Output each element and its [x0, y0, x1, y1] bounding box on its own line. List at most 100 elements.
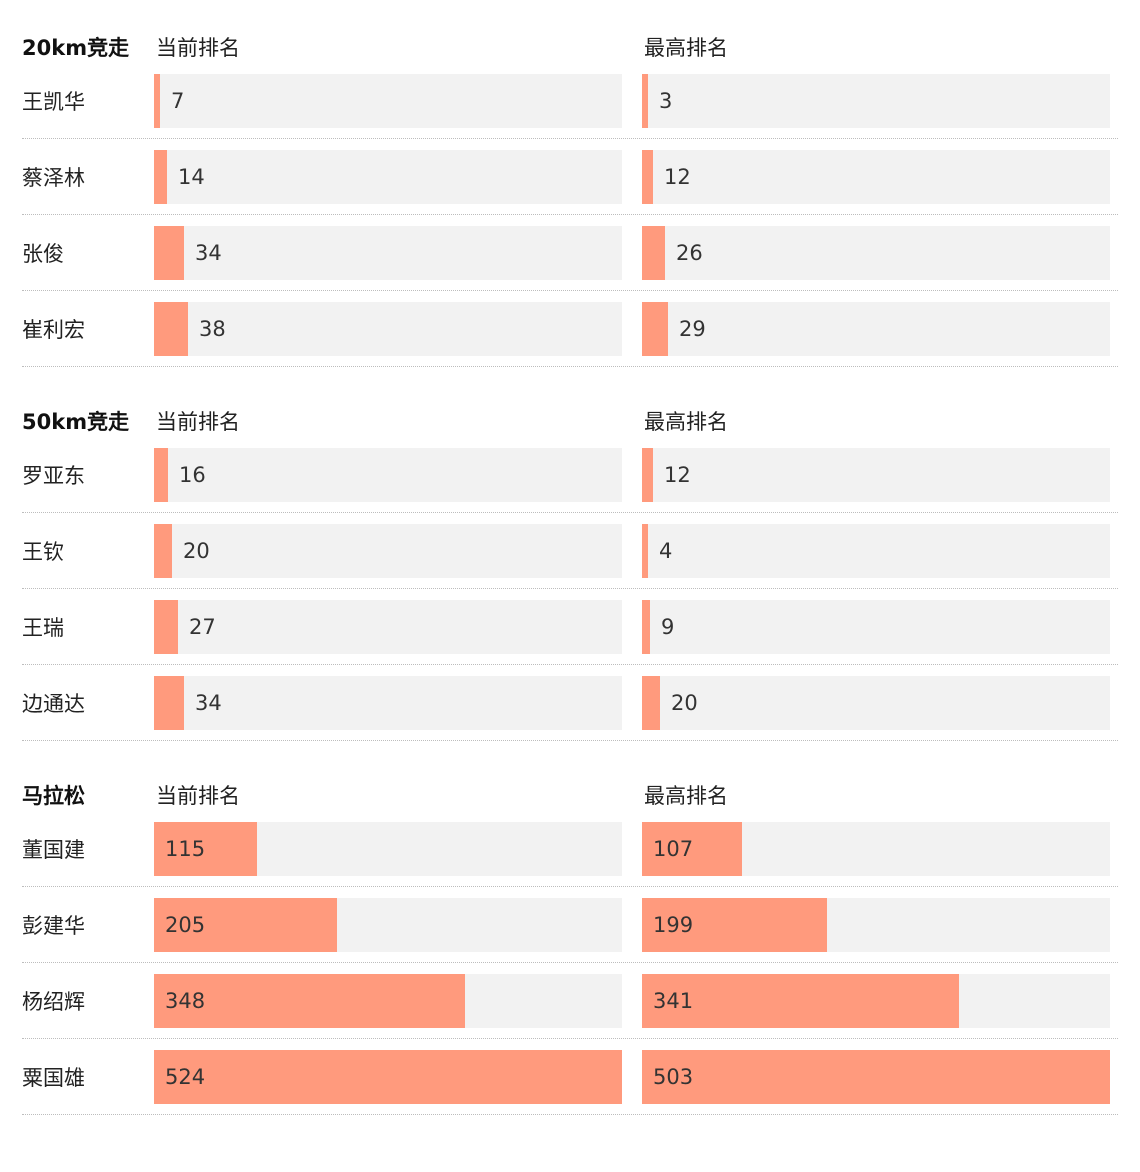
- bar-track-current: 16: [154, 448, 622, 502]
- bar-track-current: 38: [154, 302, 622, 356]
- bar-track-current: 115: [154, 822, 622, 876]
- row-divider: [22, 664, 1118, 665]
- row-divider: [22, 588, 1118, 589]
- bar-track-best: 9: [642, 600, 1110, 654]
- bar-best-rank: [642, 226, 665, 280]
- athlete-row: 崔利宏 38 29: [0, 302, 1140, 378]
- athlete-row: 罗亚东 16 12: [0, 448, 1140, 524]
- bar-track-current: 27: [154, 600, 622, 654]
- athlete-name: 王钦: [22, 540, 64, 564]
- athlete-name: 崔利宏: [22, 318, 85, 342]
- value-label-best-rank: 4: [659, 539, 673, 563]
- bar-current-rank: [154, 302, 188, 356]
- value-label-current-rank: 348: [165, 989, 206, 1013]
- athlete-row: 粟国雄 524 503: [0, 1050, 1140, 1126]
- bar-track-best: 503: [642, 1050, 1110, 1104]
- bar-track-current: 205: [154, 898, 622, 952]
- bar-track-best: 29: [642, 302, 1110, 356]
- bar-track-best: 4: [642, 524, 1110, 578]
- bar-current-rank: [154, 676, 184, 730]
- value-label-best-rank: 26: [676, 241, 703, 265]
- row-divider: [22, 366, 1118, 367]
- row-divider: [22, 1114, 1118, 1115]
- bar-current-rank: [154, 74, 160, 128]
- row-divider: [22, 740, 1118, 741]
- column-header-current-rank: 当前排名: [156, 410, 240, 434]
- value-label-best-rank: 3: [659, 89, 673, 113]
- value-label-current-rank: 205: [165, 913, 206, 937]
- value-label-best-rank: 29: [679, 317, 706, 341]
- bar-best-rank: [642, 302, 668, 356]
- bar-track-best: 199: [642, 898, 1110, 952]
- row-divider: [22, 886, 1118, 887]
- bar-track-current: 348: [154, 974, 622, 1028]
- athlete-name: 粟国雄: [22, 1066, 85, 1090]
- value-label-current-rank: 20: [183, 539, 210, 563]
- value-label-current-rank: 7: [171, 89, 185, 113]
- bar-best-rank: [642, 898, 827, 952]
- bar-best-rank: [642, 822, 742, 876]
- bar-best-rank: [642, 448, 653, 502]
- athlete-row: 张俊 34 26: [0, 226, 1140, 302]
- bar-track-current: 34: [154, 226, 622, 280]
- value-label-best-rank: 9: [661, 615, 675, 639]
- section-title: 20km竞走: [22, 36, 130, 60]
- athlete-name: 董国建: [22, 838, 85, 862]
- value-label-current-rank: 16: [179, 463, 206, 487]
- bar-current-rank: [154, 448, 168, 502]
- athlete-name: 蔡泽林: [22, 166, 85, 190]
- bar-track-current: 7: [154, 74, 622, 128]
- row-divider: [22, 962, 1118, 963]
- athlete-name: 王凯华: [22, 90, 85, 114]
- bar-track-best: 12: [642, 150, 1110, 204]
- athlete-name: 王瑞: [22, 616, 64, 640]
- bar-track-best: 107: [642, 822, 1110, 876]
- athlete-row: 王凯华 7 3: [0, 74, 1140, 150]
- value-label-best-rank: 503: [653, 1065, 694, 1089]
- bar-track-current: 524: [154, 1050, 622, 1104]
- chart-section-1: 20km竞走 当前排名 最高排名 王凯华 7 3 蔡泽林 14 12 张俊 34 26 崔利宏 38 29: [0, 34, 1140, 378]
- section-title: 50km竞走: [22, 410, 130, 434]
- bar-current-rank: [154, 1050, 622, 1104]
- bar-best-rank: [642, 150, 653, 204]
- athlete-name: 杨绍辉: [22, 990, 85, 1014]
- value-label-best-rank: 199: [653, 913, 694, 937]
- row-divider: [22, 290, 1118, 291]
- bar-track-best: 26: [642, 226, 1110, 280]
- column-header-best-rank: 最高排名: [644, 784, 728, 808]
- bar-best-rank: [642, 600, 650, 654]
- value-label-best-rank: 12: [664, 463, 691, 487]
- bar-best-rank: [642, 74, 648, 128]
- athlete-name: 罗亚东: [22, 464, 85, 488]
- row-divider: [22, 1038, 1118, 1039]
- athlete-row: 蔡泽林 14 12: [0, 150, 1140, 226]
- value-label-current-rank: 34: [195, 241, 222, 265]
- column-header-best-rank: 最高排名: [644, 36, 728, 60]
- bar-current-rank: [154, 226, 184, 280]
- bar-best-rank: [642, 676, 660, 730]
- column-header-best-rank: 最高排名: [644, 410, 728, 434]
- value-label-current-rank: 34: [195, 691, 222, 715]
- value-label-current-rank: 115: [165, 837, 206, 861]
- bar-current-rank: [154, 822, 257, 876]
- value-label-best-rank: 341: [653, 989, 694, 1013]
- value-label-current-rank: 38: [199, 317, 226, 341]
- bar-best-rank: [642, 524, 648, 578]
- athlete-name: 边通达: [22, 692, 85, 716]
- value-label-best-rank: 20: [671, 691, 698, 715]
- bar-current-rank: [154, 898, 337, 952]
- column-header-current-rank: 当前排名: [156, 36, 240, 60]
- value-label-best-rank: 107: [653, 837, 694, 861]
- chart-section-2: 50km竞走 当前排名 最高排名罗亚东 16 12 王钦 20 4 王瑞 27 9 边通达 34 20: [0, 408, 1140, 752]
- athlete-row: 杨绍辉 348 341: [0, 974, 1140, 1050]
- value-label-current-rank: 524: [165, 1065, 206, 1089]
- bar-best-rank: [642, 974, 959, 1028]
- athlete-row: 彭建华 205 199: [0, 898, 1140, 974]
- section-title: 马拉松: [22, 784, 85, 808]
- column-header-current-rank: 当前排名: [156, 784, 240, 808]
- row-divider: [22, 214, 1118, 215]
- bar-current-rank: [154, 524, 172, 578]
- athlete-row: 边通达 34 20: [0, 676, 1140, 752]
- bar-track-current: 20: [154, 524, 622, 578]
- bar-track-best: 341: [642, 974, 1110, 1028]
